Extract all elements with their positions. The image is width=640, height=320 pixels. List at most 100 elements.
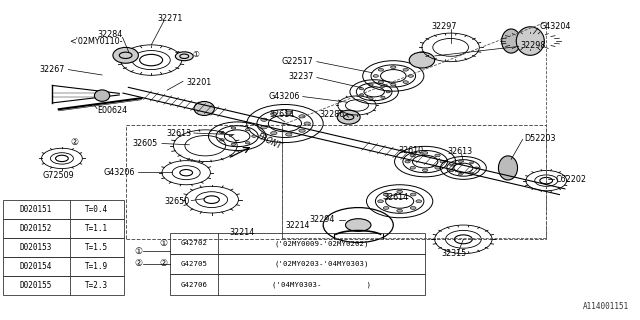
Text: G42702: G42702 <box>180 240 207 246</box>
Text: G72509: G72509 <box>43 172 75 180</box>
Text: T=0.4: T=0.4 <box>85 205 108 214</box>
Text: 32315: 32315 <box>441 249 467 258</box>
Circle shape <box>252 135 257 137</box>
Circle shape <box>450 170 454 172</box>
Text: 32271: 32271 <box>157 14 183 23</box>
Text: G43204: G43204 <box>540 22 572 31</box>
Text: 32298: 32298 <box>521 41 546 50</box>
Text: 32294: 32294 <box>309 215 335 224</box>
Text: 32613: 32613 <box>447 147 473 156</box>
Text: 32284: 32284 <box>97 30 122 39</box>
Circle shape <box>408 75 413 77</box>
Text: 32214: 32214 <box>230 228 255 237</box>
Text: E00624: E00624 <box>97 106 127 115</box>
Circle shape <box>390 66 396 68</box>
Text: 32614: 32614 <box>384 193 409 202</box>
Circle shape <box>397 190 403 193</box>
Text: D020152: D020152 <box>20 224 52 233</box>
Circle shape <box>470 162 474 164</box>
Circle shape <box>285 133 292 136</box>
Text: 32201: 32201 <box>186 78 211 87</box>
Circle shape <box>245 129 250 131</box>
Circle shape <box>381 96 385 98</box>
Text: 32610: 32610 <box>399 146 424 155</box>
Text: ('02MY0009-'02MY0202): ('02MY0009-'02MY0202) <box>275 240 369 246</box>
Circle shape <box>381 85 385 87</box>
Text: ②: ② <box>160 260 168 268</box>
Ellipse shape <box>499 156 518 180</box>
Circle shape <box>470 172 474 174</box>
Text: G43206: G43206 <box>104 168 135 177</box>
Bar <box>282 125 546 239</box>
Ellipse shape <box>95 90 109 101</box>
Circle shape <box>386 91 390 93</box>
Text: A114001151: A114001151 <box>583 302 629 311</box>
Bar <box>3 200 124 219</box>
Bar <box>3 238 124 257</box>
Text: ①: ① <box>193 50 200 59</box>
Text: T=1.1: T=1.1 <box>85 224 108 233</box>
Text: <'02MY0110-: <'02MY0110- <box>69 36 122 45</box>
Circle shape <box>410 206 416 209</box>
Circle shape <box>175 52 193 61</box>
Circle shape <box>450 164 454 166</box>
Circle shape <box>390 83 396 86</box>
Circle shape <box>383 193 389 196</box>
Text: 32267: 32267 <box>40 65 65 74</box>
Circle shape <box>231 127 236 129</box>
Text: D52203: D52203 <box>524 134 556 143</box>
Circle shape <box>346 219 371 231</box>
Text: FRONT: FRONT <box>256 132 284 151</box>
Circle shape <box>403 81 408 84</box>
Text: 32286: 32286 <box>319 110 344 119</box>
Circle shape <box>245 142 250 144</box>
Circle shape <box>458 173 463 175</box>
Circle shape <box>271 132 277 135</box>
Text: G43206: G43206 <box>268 92 300 101</box>
Text: D020151: D020151 <box>20 205 52 214</box>
Text: G42705: G42705 <box>180 261 207 267</box>
Text: D020153: D020153 <box>20 243 52 252</box>
Bar <box>3 276 124 295</box>
Circle shape <box>435 154 440 157</box>
Text: ('04MY0303-          ): ('04MY0303- ) <box>272 281 371 288</box>
Text: 32614: 32614 <box>269 109 294 118</box>
Bar <box>170 274 425 295</box>
Bar <box>125 125 282 239</box>
Bar <box>170 233 425 253</box>
Ellipse shape <box>409 52 435 68</box>
Circle shape <box>260 118 268 121</box>
Circle shape <box>369 84 373 86</box>
Ellipse shape <box>113 47 138 63</box>
Circle shape <box>378 200 383 203</box>
Text: C62202: C62202 <box>556 174 587 184</box>
Text: T=1.5: T=1.5 <box>85 243 108 252</box>
Circle shape <box>410 154 415 157</box>
Text: ①: ① <box>160 239 168 248</box>
Circle shape <box>422 169 428 172</box>
Ellipse shape <box>516 27 544 55</box>
Circle shape <box>271 112 277 116</box>
Circle shape <box>403 68 408 71</box>
Circle shape <box>474 167 479 169</box>
Circle shape <box>397 209 403 212</box>
Bar <box>3 257 124 276</box>
Text: ②: ② <box>134 259 143 268</box>
Circle shape <box>378 81 383 84</box>
Ellipse shape <box>502 29 521 53</box>
Text: D020155: D020155 <box>20 281 52 290</box>
Circle shape <box>285 111 292 114</box>
Circle shape <box>416 200 422 203</box>
Text: 32650: 32650 <box>164 197 189 206</box>
Text: 32613: 32613 <box>166 129 191 138</box>
Circle shape <box>299 129 305 132</box>
Circle shape <box>435 166 440 169</box>
Text: 32214: 32214 <box>285 220 310 229</box>
Circle shape <box>231 143 236 146</box>
Circle shape <box>405 160 410 163</box>
Text: ('02MY0203-'04MY0303): ('02MY0203-'04MY0303) <box>275 261 369 267</box>
Circle shape <box>422 152 428 154</box>
Text: T=1.9: T=1.9 <box>85 262 108 271</box>
Bar <box>3 219 124 238</box>
Text: ②: ② <box>70 138 79 147</box>
